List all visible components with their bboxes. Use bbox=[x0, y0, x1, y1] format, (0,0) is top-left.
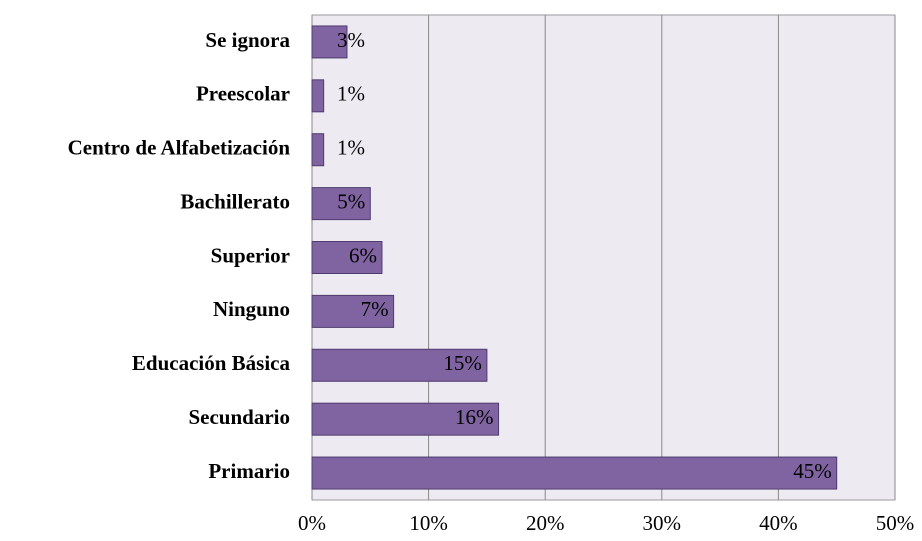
data-label: 7% bbox=[361, 297, 389, 321]
data-label: 6% bbox=[349, 243, 377, 267]
bar bbox=[311, 187, 371, 221]
x-tick-label: 40% bbox=[759, 511, 798, 535]
y-tick-label: Secundario bbox=[188, 405, 290, 429]
y-tick-label: Bachillerato bbox=[180, 189, 290, 213]
x-tick-label: 0% bbox=[298, 511, 326, 535]
bar bbox=[311, 456, 838, 490]
data-label: 3% bbox=[337, 28, 365, 52]
y-tick-label: Se ignora bbox=[205, 28, 290, 52]
data-label: 16% bbox=[455, 405, 494, 429]
x-tick-label: 20% bbox=[526, 511, 565, 535]
bar bbox=[311, 348, 488, 382]
y-tick-label: Educación Básica bbox=[132, 351, 291, 375]
bar bbox=[311, 79, 325, 113]
y-tick-label: Preescolar bbox=[196, 82, 290, 106]
y-tick-label: Centro de Alfabetización bbox=[68, 136, 291, 160]
bar bbox=[311, 133, 325, 167]
x-tick-label: 30% bbox=[643, 511, 682, 535]
data-label: 45% bbox=[793, 459, 832, 483]
data-label: 1% bbox=[337, 82, 365, 106]
bar bbox=[311, 25, 348, 59]
data-label: 5% bbox=[337, 189, 365, 213]
y-tick-label: Superior bbox=[211, 243, 290, 267]
x-tick-label: 10% bbox=[409, 511, 448, 535]
y-tick-label: Primario bbox=[208, 459, 290, 483]
y-tick-label: Ninguno bbox=[213, 297, 290, 321]
x-tick-label: 50% bbox=[876, 511, 915, 535]
data-label: 15% bbox=[443, 351, 482, 375]
bar bbox=[311, 241, 383, 274]
bar bbox=[311, 294, 395, 328]
bar bbox=[311, 402, 500, 436]
data-label: 1% bbox=[337, 136, 365, 160]
